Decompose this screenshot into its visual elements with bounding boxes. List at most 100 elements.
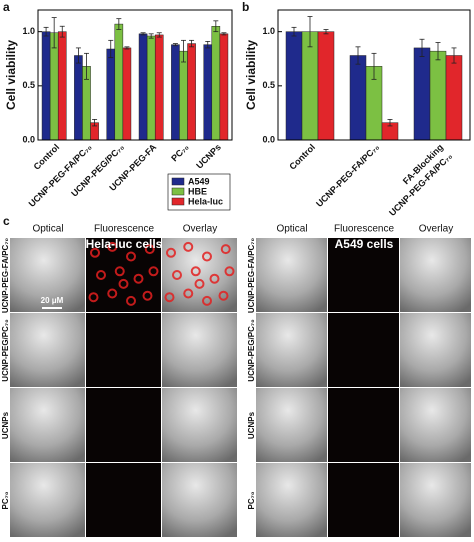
fluorescence-image	[328, 388, 399, 462]
bar	[203, 44, 213, 141]
error-bar	[124, 46, 130, 50]
bar	[317, 31, 335, 141]
row-label: UCNPs	[1, 411, 10, 439]
error-bar	[156, 32, 162, 38]
bar	[413, 47, 431, 141]
fluorescence-image	[86, 313, 161, 387]
plot-frame	[277, 9, 471, 141]
error-bar	[148, 33, 154, 39]
error-bar	[43, 26, 49, 37]
cell-signal	[88, 292, 99, 303]
error-bar	[205, 41, 211, 49]
bar	[179, 50, 188, 141]
legend-swatch	[171, 197, 185, 206]
cell-signal	[144, 244, 155, 255]
optical-image	[256, 388, 327, 462]
y-tick-label: 1.0	[262, 26, 275, 36]
scale-bar-label: 20 μM	[41, 296, 64, 305]
row-label: UCNPs	[247, 411, 256, 439]
bar	[74, 55, 83, 141]
cell-signal	[142, 290, 153, 301]
y-tick-label: 0.5	[22, 80, 35, 90]
error-bar	[108, 39, 114, 59]
y-tick-label: 0.0	[22, 134, 35, 144]
row-label: UCNP-PEG-FA/PC₇₀	[247, 237, 256, 313]
error-bar	[371, 52, 377, 80]
column-header: Overlay	[183, 224, 217, 235]
cell-signal	[220, 244, 231, 255]
bar	[171, 44, 180, 141]
column-header: Optical	[32, 224, 63, 235]
bar	[122, 47, 132, 141]
cell-signal	[126, 295, 136, 306]
cell-signal	[202, 295, 212, 306]
optical-image	[162, 463, 237, 537]
optical-image	[400, 313, 471, 387]
legend-label: A549	[188, 176, 210, 186]
error-bar	[92, 119, 98, 127]
legend-label: HBE	[188, 186, 207, 196]
cell-signal	[190, 266, 201, 277]
error-bar	[84, 52, 89, 80]
legend-swatch	[171, 177, 185, 186]
bar	[154, 34, 164, 141]
bar	[106, 48, 116, 141]
error-bar	[172, 43, 178, 47]
cell-signal	[183, 241, 194, 252]
error-bar	[213, 20, 219, 33]
y-tick-label: 0.5	[262, 80, 275, 90]
error-bar	[116, 18, 122, 30]
cell-signal	[118, 278, 129, 289]
row-label: PC₇₀	[247, 491, 256, 509]
cell-signal	[107, 241, 118, 252]
cell-signal	[133, 273, 144, 284]
error-bar	[323, 29, 329, 35]
cell-signal	[96, 270, 106, 280]
row-label: UCNP-PEG-FA/PC₇₀	[1, 237, 10, 313]
cell-signal	[107, 288, 118, 299]
cell-signal	[114, 266, 125, 277]
x-tick-label: Control	[32, 142, 62, 172]
optical-image	[400, 463, 471, 537]
bar	[49, 32, 59, 141]
bar	[187, 43, 196, 141]
legend-swatch	[171, 187, 185, 196]
legend-label: Hela-luc	[188, 196, 223, 206]
cell-signal	[172, 270, 182, 280]
error-bar	[140, 32, 146, 36]
row-label: UCNP-PEG/PC₇₀	[1, 319, 10, 382]
x-tick-label: Control	[287, 142, 317, 172]
error-bar	[221, 32, 227, 36]
error-bar	[75, 47, 81, 64]
row-label: UCNP-PEG/PC₇₀	[247, 319, 256, 382]
block-title: Hela-luc cells	[86, 237, 163, 251]
bar	[429, 50, 447, 141]
cell-signal	[164, 292, 175, 303]
error-bar	[51, 17, 57, 49]
cell-signal	[202, 251, 212, 262]
error-bar	[307, 16, 313, 48]
error-bar	[59, 25, 65, 38]
cell-signal	[183, 288, 194, 299]
bar	[114, 23, 124, 141]
x-tick-label: UCNPs	[194, 142, 223, 171]
bar	[349, 55, 367, 141]
optical-image	[256, 463, 327, 537]
optical-image	[162, 388, 237, 462]
panel-label: a	[3, 0, 10, 14]
error-bar	[291, 26, 297, 37]
error-bar	[355, 46, 361, 65]
panel-label: c	[3, 214, 10, 228]
cell-signal	[148, 266, 159, 277]
cell-signal	[194, 278, 205, 289]
y-axis-label: Cell viability	[4, 40, 18, 110]
row-label: PC₇₀	[1, 491, 10, 509]
column-header: Overlay	[419, 224, 453, 235]
bar	[219, 33, 229, 141]
cell-signal	[90, 247, 100, 258]
error-bar	[189, 39, 195, 48]
bar	[211, 26, 221, 141]
column-header: Fluorescence	[334, 224, 394, 235]
fluorescence-image	[328, 238, 399, 312]
